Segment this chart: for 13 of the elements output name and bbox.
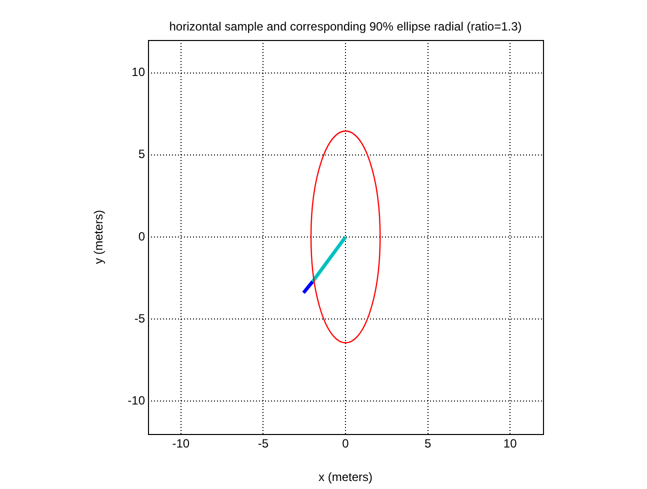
x-tick-label: 10	[503, 436, 518, 451]
y-tick-label: -10	[128, 393, 146, 408]
x-tick-label: 0	[342, 436, 350, 451]
x-tick-label: -5	[258, 436, 269, 451]
x-axis-title: x (meters)	[318, 470, 373, 484]
x-tick-label: 5	[424, 436, 432, 451]
y-tick-label: 0	[138, 229, 146, 244]
y-tick-label: 5	[138, 147, 146, 162]
y-axis-title: y (meters)	[92, 210, 106, 264]
x-tick-label: -10	[172, 436, 190, 451]
chart-title: horizontal sample and corresponding 90% ellipse radial (ratio=1.3)	[169, 19, 522, 34]
y-tick-label: -5	[134, 311, 146, 326]
y-tick-label: 10	[132, 65, 146, 80]
